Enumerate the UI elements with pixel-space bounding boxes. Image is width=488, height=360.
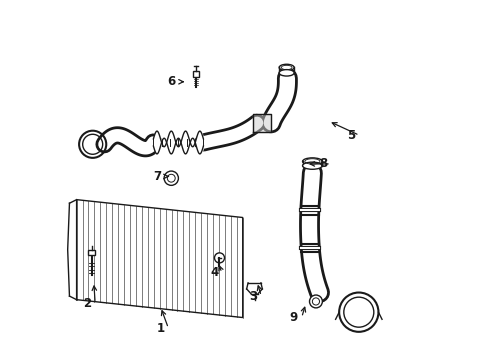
- FancyBboxPatch shape: [88, 250, 95, 255]
- Text: 5: 5: [347, 129, 355, 142]
- Circle shape: [309, 295, 322, 308]
- Polygon shape: [253, 114, 271, 132]
- Circle shape: [339, 293, 378, 332]
- Polygon shape: [77, 200, 242, 318]
- Circle shape: [214, 253, 224, 263]
- Text: 8: 8: [318, 157, 326, 170]
- Text: 4: 4: [209, 266, 218, 279]
- Ellipse shape: [302, 162, 322, 169]
- Ellipse shape: [302, 158, 322, 165]
- Text: 2: 2: [83, 297, 91, 310]
- FancyBboxPatch shape: [193, 71, 199, 77]
- Text: 3: 3: [249, 289, 257, 303]
- Text: 6: 6: [167, 75, 175, 88]
- Circle shape: [164, 171, 178, 185]
- Ellipse shape: [279, 64, 294, 71]
- Text: 7: 7: [153, 170, 161, 183]
- Ellipse shape: [279, 69, 294, 76]
- Text: 9: 9: [289, 311, 297, 324]
- Text: 1: 1: [156, 322, 164, 335]
